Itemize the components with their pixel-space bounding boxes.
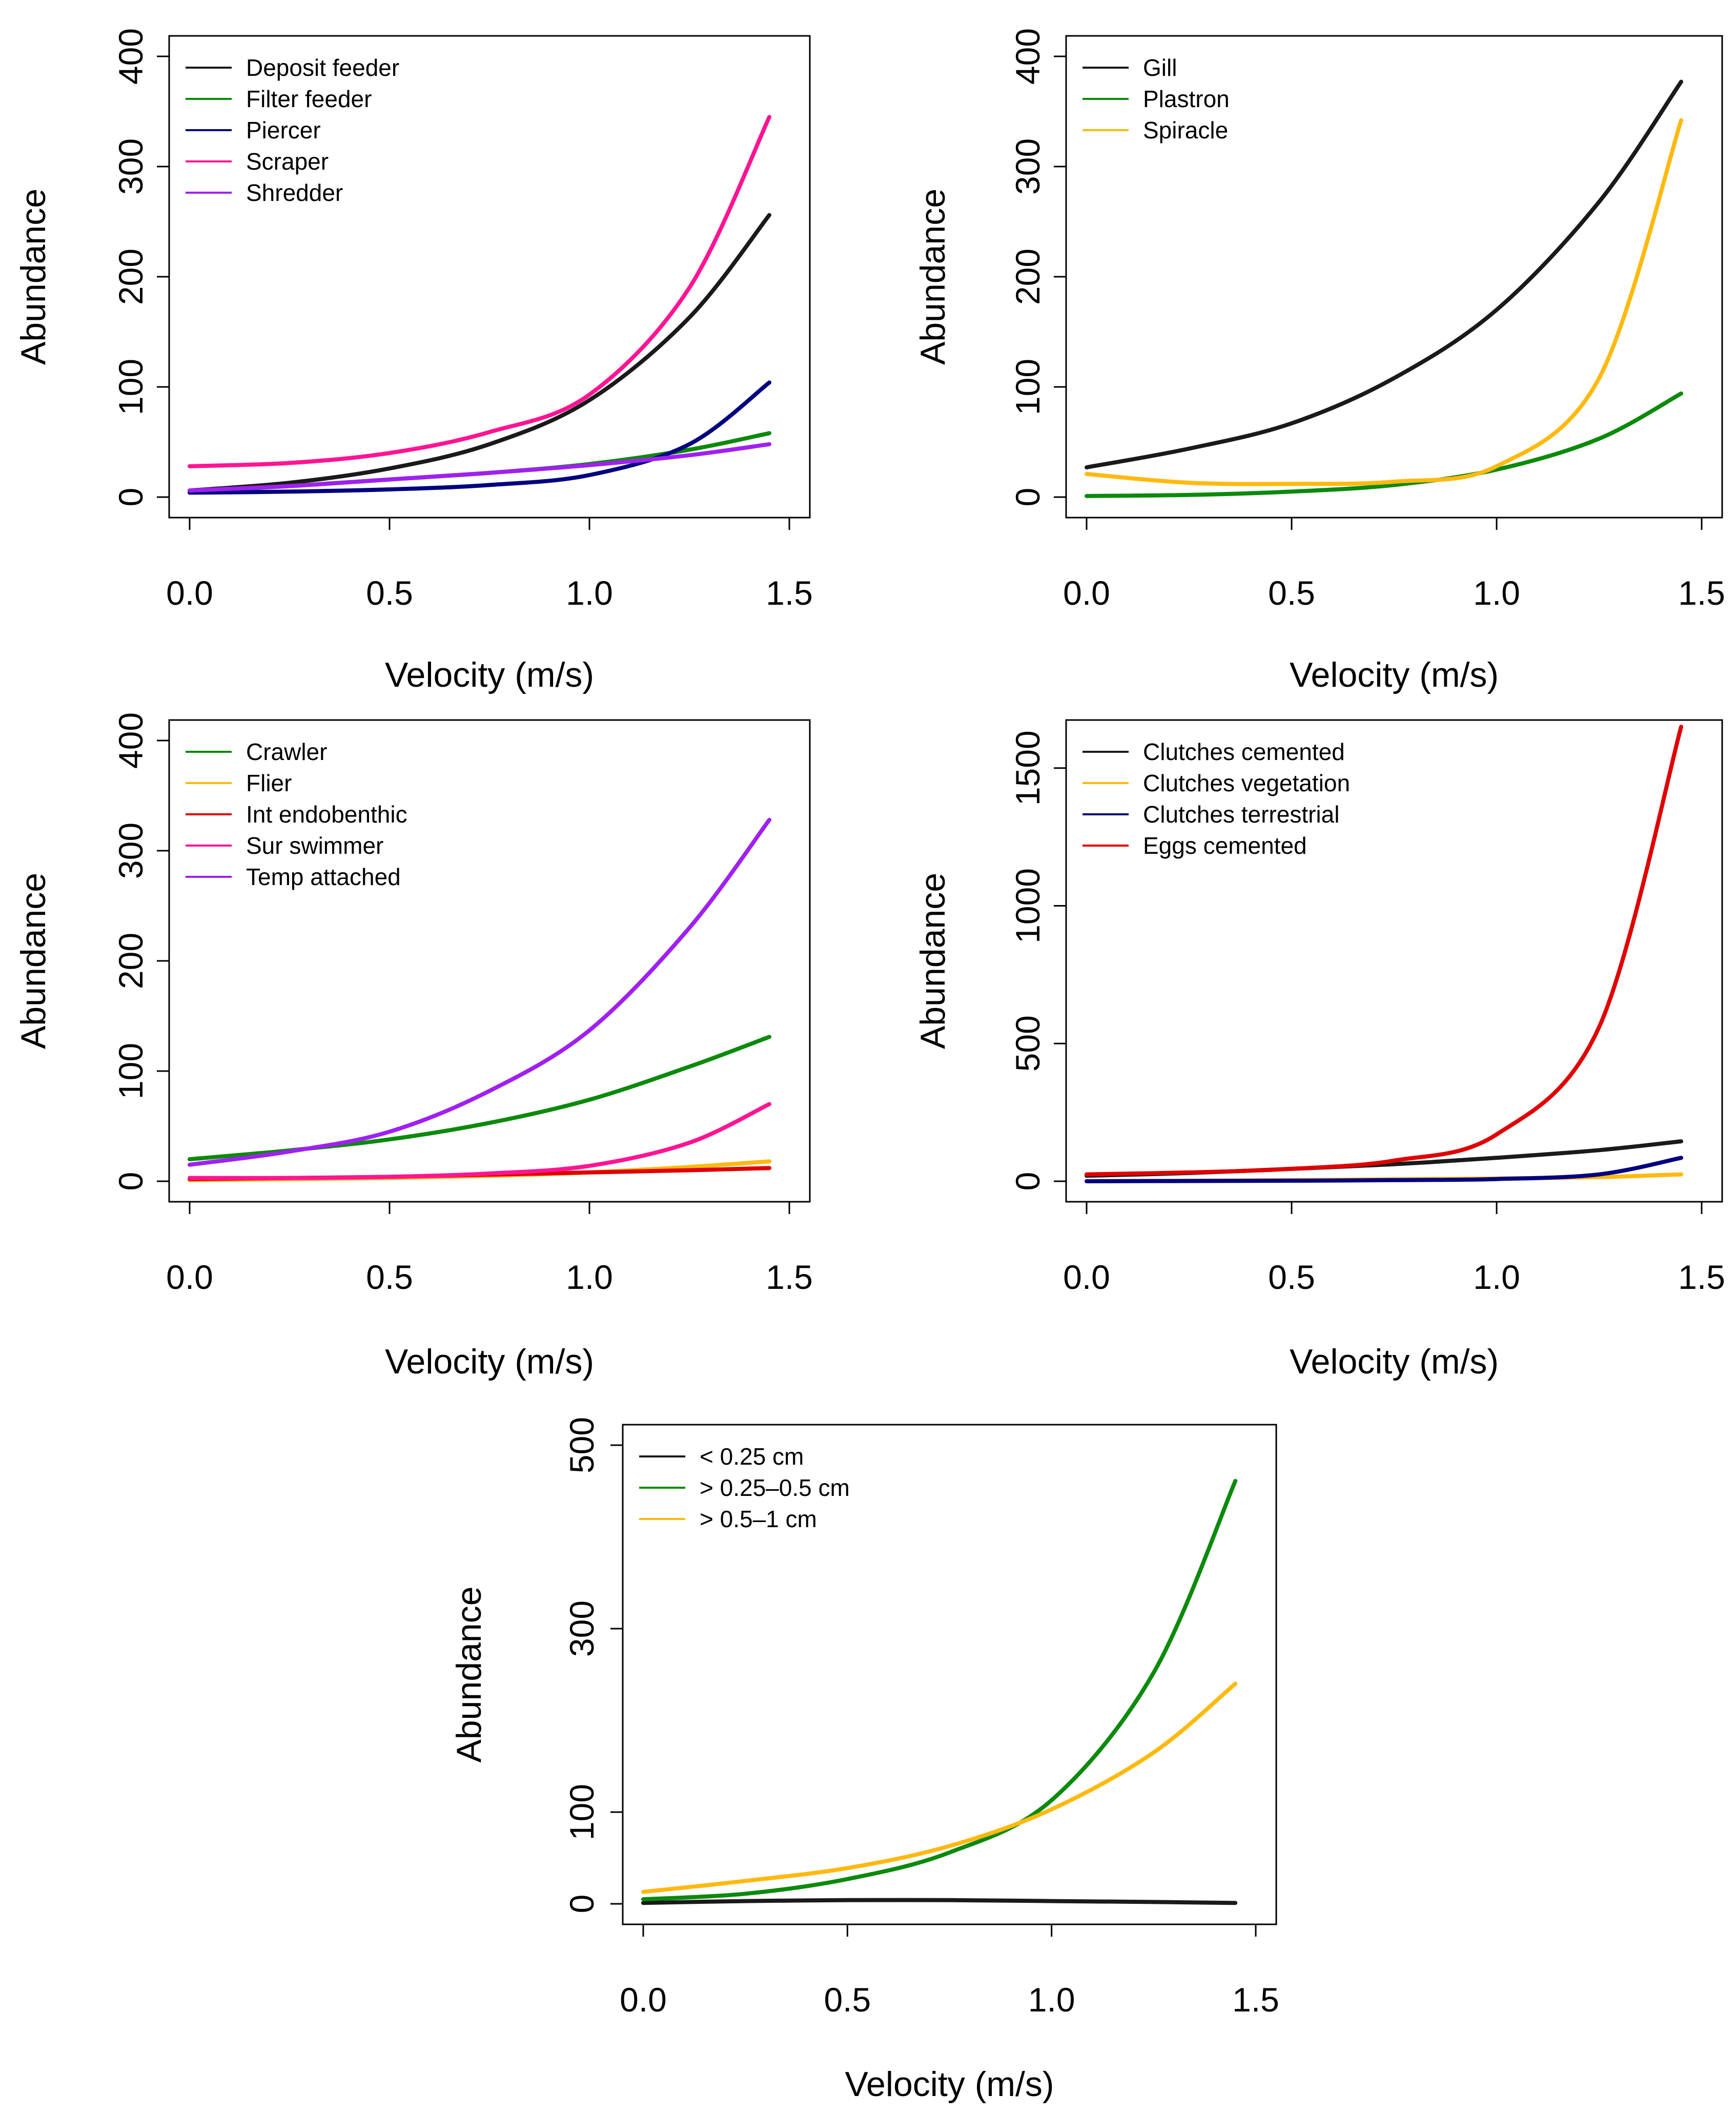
x-axis-title: Velocity (m/s) [385,1342,594,1381]
legend-label-flier: Flier [246,770,292,796]
x-tick-label: 0.0 [620,1981,667,2019]
y-tick-label: 500 [1009,1015,1047,1072]
legend-label-clutches-cemented: Clutches cemented [1143,738,1345,765]
y-tick-label: 100 [1009,359,1047,415]
y-axis-title: Abundance [450,1586,488,1762]
y-tick-label: 300 [112,823,150,879]
y-tick-label: 500 [563,1417,601,1473]
x-tick-label: 0.0 [166,1258,213,1296]
x-tick-label: 0.5 [366,574,413,612]
x-tick-label: 0.5 [366,1258,413,1296]
y-tick-label: 300 [112,138,150,195]
y-axis-title: Abundance [913,189,952,365]
chart-panel-3: 0 100 200 300 400 0.0 0.5 1.0 1.5 Velocity (m/s) A… [14,712,813,1381]
y-tick-label: 200 [112,249,150,305]
y-tick-label: 400 [112,28,150,85]
y-tick-label: 300 [1009,138,1047,195]
y-tick-label: 100 [563,1784,601,1840]
legend-label-int-endobenthic: Int endobenthic [246,801,407,828]
series-line-gill [1085,79,1683,469]
y-tick-label: 200 [112,933,150,989]
y-tick-label: 0 [563,1895,601,1914]
series-line-eggs-cemented [1085,725,1683,1177]
chart-panel-2: 0 100 200 300 400 0.0 0.5 1.0 1.5 Velocity (m/s) A… [913,28,1725,694]
series-line-0-5-1-cm [641,1681,1238,1894]
y-tick-label: 100 [112,1043,150,1099]
y-axis-title: Abundance [14,189,53,365]
y-tick-label: 0 [1009,1172,1047,1191]
y-tick-label: 1000 [1009,868,1047,943]
y-tick-label: 0 [112,488,150,507]
y-tick-label: 1500 [1009,730,1047,806]
x-tick-label: 1.5 [1232,1981,1279,2019]
x-tick-label: 1.5 [1678,1258,1725,1296]
legend-label-scraper: Scraper [246,148,329,175]
legend-label-clutches-terrestrial: Clutches terrestrial [1143,801,1339,828]
legend: Crawler Flier Int endobenthic Sur swimmer Te… [186,738,407,890]
y-tick-label: 400 [112,712,150,769]
series-line-0-25-cm [641,1898,1238,1905]
chart-panel-1: 0 100 200 300 400 0.0 0.5 1.0 1.5 Velocity (m/s) A… [14,28,813,694]
legend-label-temp-attached: Temp attached [246,864,401,890]
legend-label-clutches-vegetation: Clutches vegetation [1143,770,1350,796]
x-tick-label: 1.5 [766,574,813,612]
legend-label-piercer: Piercer [246,117,321,143]
x-tick-label: 1.5 [766,1258,813,1296]
series-line-temp-attached [188,817,771,1167]
legend-label-spiracle: Spiracle [1143,117,1228,143]
legend-label-filter-feeder: Filter feeder [246,86,372,112]
x-tick-label: 1.0 [1473,574,1520,612]
series-line-clutches-cemented [1085,1139,1683,1178]
x-tick-label: 1.0 [1028,1981,1075,2019]
legend: Clutches cemented Clutches vegetation Clut… [1083,738,1350,859]
x-tick-label: 0.0 [1063,1258,1110,1296]
series-line-scraper [188,115,771,468]
series-line-shredder [188,442,771,493]
chart-panel-4: 0 500 1000 1500 0.0 0.5 1.0 1.5 Velocity (m/s) Ab… [913,719,1725,1381]
y-tick-label: 0 [112,1172,150,1191]
series-line-spiracle [1085,118,1683,486]
y-axis-title: Abundance [14,873,53,1049]
x-axis-title: Velocity (m/s) [845,2065,1054,2104]
legend: < 0.25 cm > 0.25–0.5 cm > 0.5–1 cm [639,1443,850,1532]
legend-label-0-25-cm: < 0.25 cm [700,1443,804,1470]
y-tick-label: 100 [112,359,150,415]
legend-label-shredder: Shredder [246,179,343,206]
y-tick-label: 300 [563,1600,601,1657]
legend-label-deposit-feeder: Deposit feeder [246,54,399,81]
x-tick-label: 0.5 [824,1981,871,2019]
chart-panel-5: 0 100 300 500 0.0 0.5 1.0 1.5 Velocity (m/s) Abun… [450,1417,1279,2104]
legend-label-0-25-0-5-cm: > 0.25–0.5 cm [700,1474,850,1501]
x-tick-label: 0.0 [166,574,213,612]
series-line-0-25-0-5-cm [641,1478,1238,1902]
legend: Gill Plastron Spiracle [1083,54,1230,143]
y-tick-label: 200 [1009,249,1047,305]
y-axis-title: Abundance [913,873,952,1049]
x-tick-label: 1.0 [566,574,613,612]
x-tick-label: 1.5 [1678,574,1725,612]
series-line-clutches-terrestrial [1085,1156,1683,1183]
x-tick-label: 0.5 [1268,1258,1315,1296]
y-tick-label: 0 [1009,488,1047,507]
series-line-piercer [188,380,771,495]
series-line-plastron [1085,391,1683,498]
legend-label-gill: Gill [1143,54,1177,81]
legend-label-0-5-1-cm: > 0.5–1 cm [700,1506,817,1532]
y-tick-label: 400 [1009,28,1047,85]
legend: Deposit feeder Filter feeder Piercer Scrape… [186,54,399,206]
legend-label-plastron: Plastron [1143,86,1230,112]
x-axis-title: Velocity (m/s) [385,655,594,694]
legend-label-sur-swimmer: Sur swimmer [246,832,383,859]
x-tick-label: 0.5 [1268,574,1315,612]
legend-label-crawler: Crawler [246,738,327,765]
x-tick-label: 1.0 [566,1258,613,1296]
legend-label-eggs-cemented: Eggs cemented [1143,832,1307,859]
x-axis-title: Velocity (m/s) [1290,1342,1499,1381]
x-tick-label: 0.0 [1063,574,1110,612]
x-tick-label: 1.0 [1473,1258,1520,1296]
series-line-deposit-feeder [188,213,771,493]
series-line-sur-swimmer [188,1102,771,1180]
x-axis-title: Velocity (m/s) [1290,655,1499,694]
